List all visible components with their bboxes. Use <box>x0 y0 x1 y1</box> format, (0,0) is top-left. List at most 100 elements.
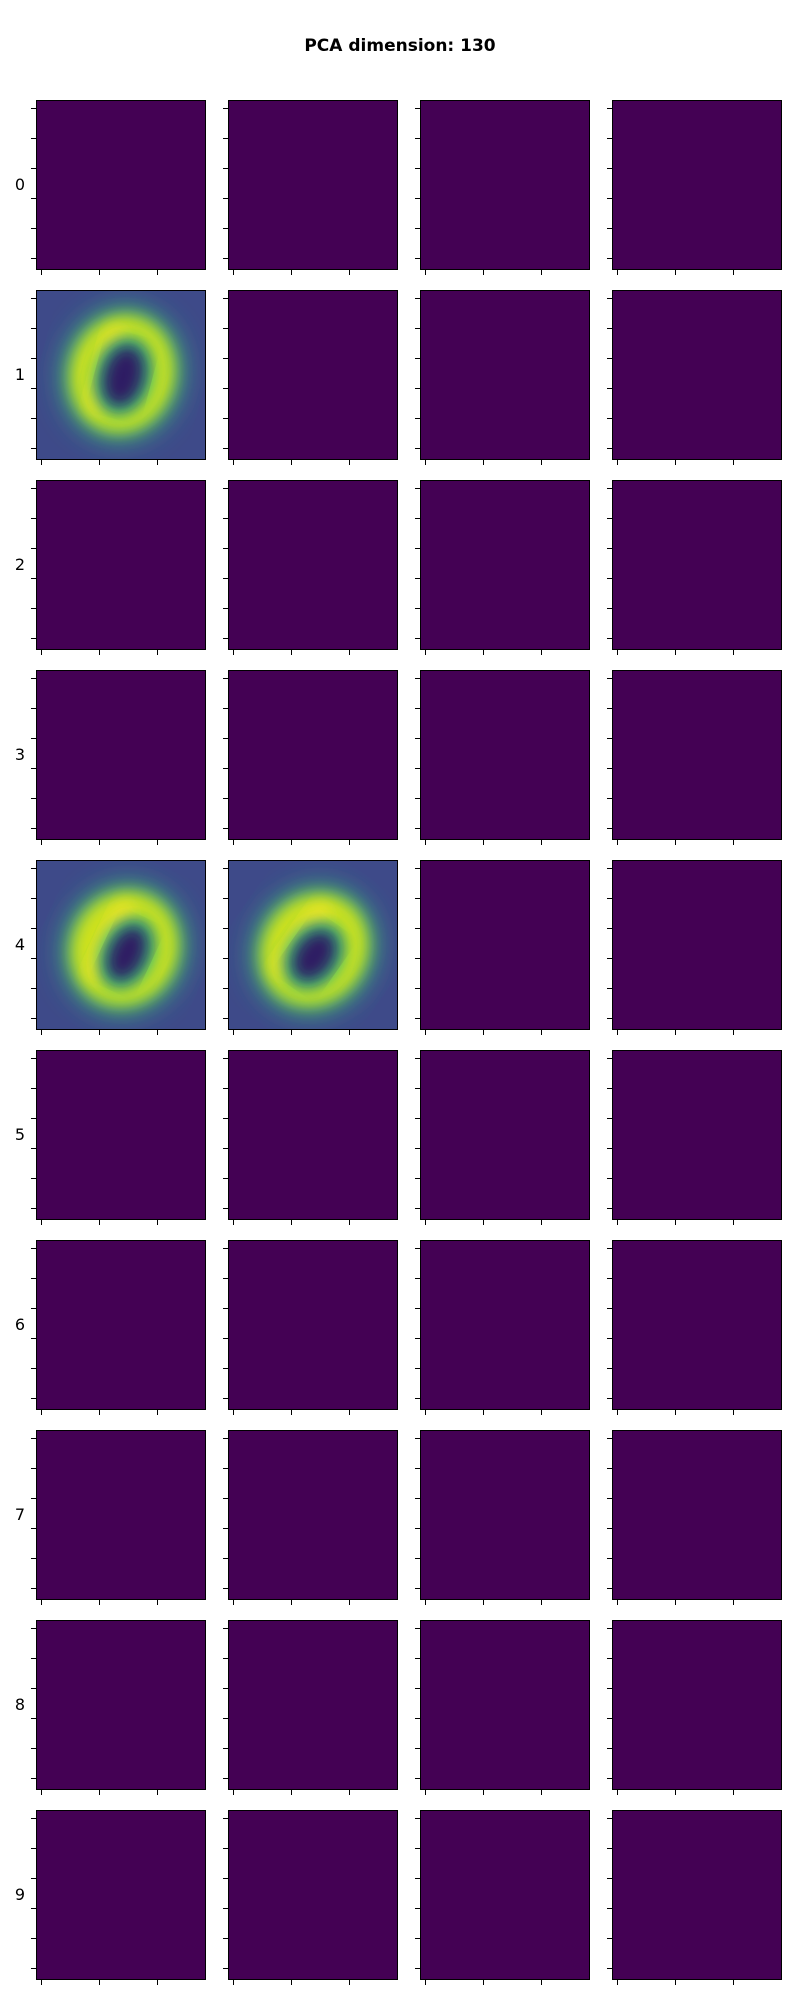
y-tick-1 <box>223 1658 228 1659</box>
x-tick-2 <box>541 1600 542 1605</box>
x-tick-2 <box>157 1030 158 1035</box>
panel-image <box>37 1431 205 1599</box>
y-tick-3 <box>31 958 36 959</box>
y-tick-2 <box>31 548 36 549</box>
y-tick-1 <box>415 1658 420 1659</box>
empty-fill <box>421 1241 589 1409</box>
panel-r9-c2 <box>415 1810 590 1985</box>
y-tick-0 <box>415 1818 420 1819</box>
y-tick-2 <box>607 738 612 739</box>
empty-fill <box>37 481 205 649</box>
y-tick-1 <box>31 1088 36 1089</box>
y-tick-3 <box>607 1148 612 1149</box>
y-tick-0 <box>31 1438 36 1439</box>
y-tick-5 <box>223 638 228 639</box>
panel-image <box>613 1431 781 1599</box>
x-tick-2 <box>157 650 158 655</box>
y-tick-1 <box>223 1468 228 1469</box>
y-tick-2 <box>223 1878 228 1879</box>
y-tick-4 <box>607 1558 612 1559</box>
y-tick-4 <box>223 798 228 799</box>
y-tick-3 <box>31 1338 36 1339</box>
y-tick-1 <box>223 138 228 139</box>
y-tick-3 <box>607 768 612 769</box>
y-tick-2 <box>223 1498 228 1499</box>
y-tick-3 <box>607 198 612 199</box>
y-tick-1 <box>607 1848 612 1849</box>
x-tick-1 <box>291 460 292 465</box>
y-tick-3 <box>415 1528 420 1529</box>
x-tick-1 <box>675 1600 676 1605</box>
y-tick-1 <box>607 1658 612 1659</box>
y-tick-1 <box>607 898 612 899</box>
y-tick-2 <box>607 168 612 169</box>
x-tick-0 <box>233 460 234 465</box>
y-tick-1 <box>607 328 612 329</box>
y-tick-4 <box>223 1938 228 1939</box>
x-tick-2 <box>733 840 734 845</box>
panel-r5-c2 <box>415 1050 590 1225</box>
panel-image <box>37 861 205 1029</box>
y-tick-0 <box>415 1438 420 1439</box>
empty-fill <box>613 1811 781 1979</box>
y-tick-4 <box>607 228 612 229</box>
panel-r2-c0 <box>31 480 206 655</box>
y-tick-4 <box>31 228 36 229</box>
x-tick-0 <box>425 650 426 655</box>
x-tick-2 <box>349 270 350 275</box>
y-tick-5 <box>415 1968 420 1969</box>
empty-fill <box>229 1051 397 1219</box>
row-label-3: 3 <box>14 745 26 764</box>
y-tick-0 <box>223 1058 228 1059</box>
x-tick-0 <box>233 1220 234 1225</box>
y-tick-2 <box>31 1878 36 1879</box>
y-tick-1 <box>415 708 420 709</box>
y-tick-3 <box>415 1908 420 1909</box>
y-tick-2 <box>415 358 420 359</box>
x-tick-1 <box>291 1790 292 1795</box>
panel-image <box>421 671 589 839</box>
empty-fill <box>229 481 397 649</box>
x-tick-0 <box>41 1030 42 1035</box>
empty-fill <box>421 861 589 1029</box>
x-tick-0 <box>425 1410 426 1415</box>
panel-image <box>613 481 781 649</box>
y-tick-1 <box>31 1658 36 1659</box>
y-tick-3 <box>607 578 612 579</box>
y-tick-1 <box>31 1848 36 1849</box>
x-tick-1 <box>483 1600 484 1605</box>
panel-image <box>421 101 589 269</box>
y-tick-4 <box>607 1938 612 1939</box>
x-tick-2 <box>349 1980 350 1985</box>
x-tick-0 <box>41 840 42 845</box>
empty-fill <box>37 1811 205 1979</box>
empty-fill <box>37 1621 205 1789</box>
y-tick-1 <box>415 328 420 329</box>
y-tick-3 <box>415 1338 420 1339</box>
y-tick-0 <box>607 1628 612 1629</box>
y-tick-2 <box>31 358 36 359</box>
y-tick-1 <box>31 1468 36 1469</box>
y-tick-0 <box>223 298 228 299</box>
empty-fill <box>229 101 397 269</box>
x-tick-2 <box>541 1790 542 1795</box>
x-tick-0 <box>41 1410 42 1415</box>
panel-r9-c0 <box>31 1810 206 1985</box>
y-tick-5 <box>223 258 228 259</box>
panel-image <box>37 1621 205 1789</box>
x-tick-1 <box>483 1790 484 1795</box>
x-tick-2 <box>541 1410 542 1415</box>
x-tick-2 <box>349 1030 350 1035</box>
x-tick-1 <box>291 1410 292 1415</box>
y-tick-4 <box>415 798 420 799</box>
ring-hole <box>102 345 145 407</box>
x-tick-0 <box>617 650 618 655</box>
y-tick-5 <box>31 1208 36 1209</box>
panel-image <box>421 861 589 1029</box>
y-tick-5 <box>31 828 36 829</box>
x-tick-1 <box>99 1220 100 1225</box>
y-tick-2 <box>223 358 228 359</box>
x-tick-1 <box>99 460 100 465</box>
x-tick-1 <box>483 460 484 465</box>
digit-ring <box>63 884 186 1013</box>
